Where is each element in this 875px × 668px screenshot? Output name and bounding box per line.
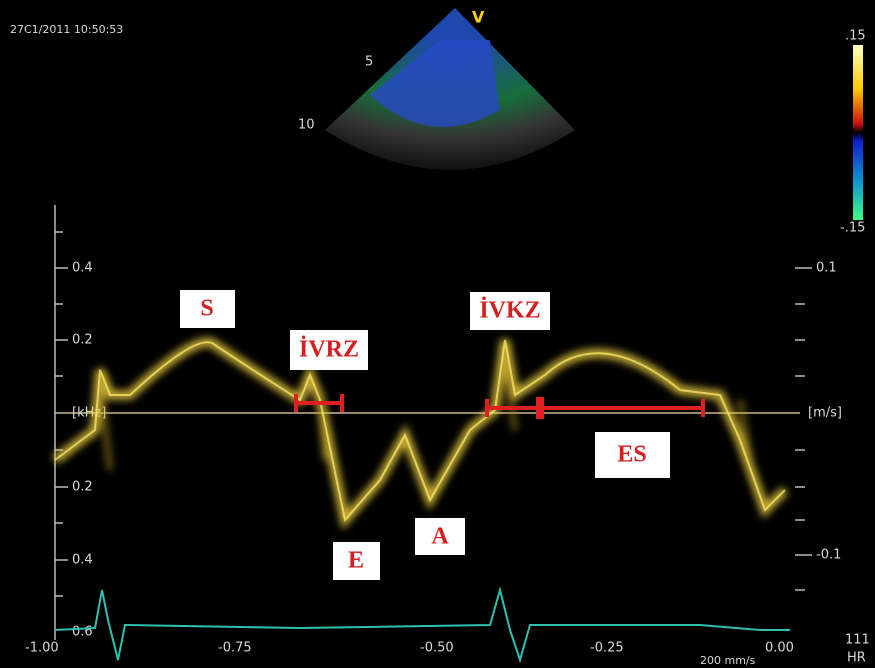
time-label: -0.75	[218, 641, 252, 656]
color-bar	[853, 45, 863, 220]
left-label: 0.6	[72, 625, 93, 640]
sweep-speed: 200 mm/s	[700, 654, 756, 667]
screen: 27C1/2011 10:50:53 V 5 10 .15 -.15 0.4 0…	[0, 0, 875, 668]
annotation: A	[431, 524, 449, 550]
right-label: 0.1	[816, 261, 837, 276]
annotation: ES	[617, 442, 646, 468]
color-scale-bottom: -.15	[840, 221, 865, 236]
right-label: [m/s]	[808, 406, 842, 421]
hr-label: HR	[847, 651, 866, 666]
time-label: 0.00	[765, 641, 794, 656]
left-label: 0.4	[72, 553, 93, 568]
annotation: İVRZ	[299, 337, 359, 363]
depth-label: 5	[365, 55, 373, 70]
color-scale-top: .15	[845, 29, 866, 44]
view-label: V	[472, 8, 485, 27]
hr-value: 111	[845, 633, 870, 648]
time-label: -1.00	[25, 641, 59, 656]
left-label: 0.2	[72, 480, 93, 495]
annotation: İVKZ	[479, 298, 540, 324]
annotation: S	[200, 296, 213, 322]
annotation: E	[348, 548, 364, 574]
right-label: -0.1	[816, 548, 841, 563]
timestamp: 27C1/2011 10:50:53	[10, 23, 123, 36]
left-label: 0.2	[72, 333, 93, 348]
depth-label: 10	[298, 118, 315, 133]
time-label: -0.25	[590, 641, 624, 656]
left-label: 0.4	[72, 261, 93, 276]
time-label: -0.50	[420, 641, 454, 656]
